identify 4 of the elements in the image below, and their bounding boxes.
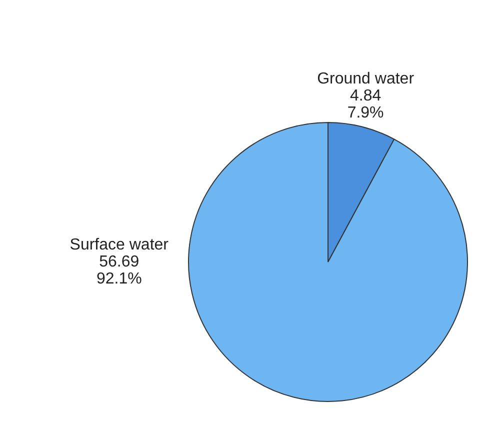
- data-label: 56.69 92.1%: [96, 253, 142, 288]
- slice-label: Ground water: [317, 70, 415, 88]
- data-label: 4.84 7.9%: [347, 88, 384, 122]
- slice-label: Surface water: [70, 236, 170, 254]
